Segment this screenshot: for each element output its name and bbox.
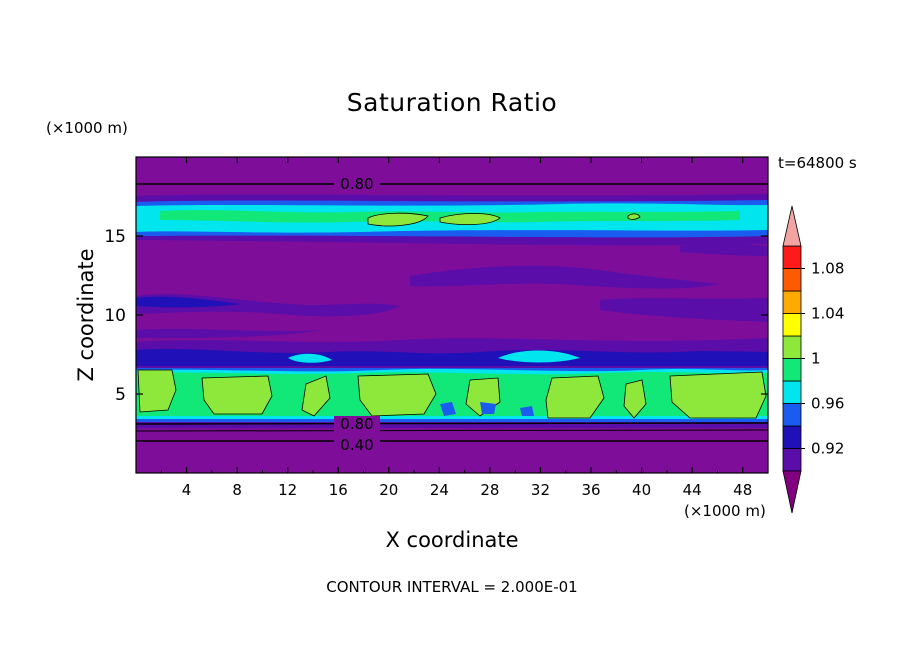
chart-title: Saturation Ratio <box>346 88 558 117</box>
colorbar-tick-label: 0.92 <box>811 440 844 458</box>
lime-patch <box>669 371 767 419</box>
x-axis-unit: (×1000 m) <box>684 502 766 520</box>
colorbar-box <box>782 268 802 292</box>
x-tick-label: 20 <box>379 481 398 499</box>
colorbar-tick-label: 1.04 <box>811 305 844 323</box>
x-tick-label: 24 <box>430 481 449 499</box>
lower-green-band <box>136 372 768 416</box>
upper-lime-patch <box>439 213 501 226</box>
contour-line-lower-3 <box>136 429 768 432</box>
lime-patch <box>545 375 605 419</box>
colorbar-box <box>782 313 802 337</box>
colorbar-box <box>782 380 802 404</box>
lime-patch <box>301 375 331 417</box>
streak <box>410 265 720 289</box>
x-tick-label: 16 <box>329 481 348 499</box>
contour-line-080-lower <box>136 422 768 425</box>
x-axis-label: X coordinate <box>385 528 519 552</box>
contour-label: 0.40 <box>340 436 373 454</box>
colorbar-tick-label: 1.08 <box>811 260 844 278</box>
colorbar-box <box>782 245 802 269</box>
y-ticks: 5 10 15 <box>104 227 768 405</box>
x-tick-label: 36 <box>581 481 600 499</box>
colorbar-max-triangle <box>782 205 802 247</box>
colorbar-box <box>782 290 802 314</box>
colorbar-tick-label: 0.96 <box>811 395 844 413</box>
colorbar-box <box>782 448 802 472</box>
x-tick-label: 4 <box>182 481 192 499</box>
x-tick-label: 44 <box>683 481 702 499</box>
upper-lime-patch <box>627 213 641 220</box>
blue-speckles <box>440 402 534 416</box>
y-tick-label: 15 <box>104 227 126 247</box>
lime-patch <box>201 375 273 415</box>
y-tick-label: 5 <box>115 385 126 405</box>
streak <box>680 243 768 256</box>
x-ticks: 4 8 12 16 20 24 28 32 36 40 44 48 <box>160 157 752 499</box>
mid-blue-band <box>136 349 768 366</box>
x-tick-label: 12 <box>278 481 297 499</box>
lime-patch <box>357 373 437 417</box>
colorbar-box <box>782 425 802 449</box>
colorbar: 0.92 0.96 1 1.04 1.08 <box>782 205 844 514</box>
contour-label: 0.80 <box>340 175 373 193</box>
streak <box>136 296 240 308</box>
colorbar-box <box>782 403 802 427</box>
contour-label-bg <box>334 436 380 452</box>
contour-interval-note: CONTOUR INTERVAL = 2.000E-01 <box>326 578 578 596</box>
lime-patch <box>137 369 177 413</box>
y-axis-unit: (×1000 m) <box>46 119 128 137</box>
plot-area <box>136 157 768 473</box>
contour-label-bg <box>334 416 380 432</box>
x-tick-label: 48 <box>733 481 752 499</box>
colorbar-box <box>782 335 802 359</box>
x-tick-label: 40 <box>632 481 651 499</box>
lower-dark-band <box>136 422 768 428</box>
streak <box>136 328 320 338</box>
contour-label-bg <box>334 175 380 193</box>
contour-label: 0.80 <box>340 415 373 433</box>
time-label: t=64800 s <box>778 154 857 172</box>
x-tick-label: 28 <box>480 481 499 499</box>
upper-lime-patch <box>367 212 429 227</box>
cyan-lens <box>498 350 580 363</box>
cyan-lens <box>288 353 332 363</box>
colorbar-tick-label: 1 <box>811 350 821 368</box>
y-tick-label: 10 <box>104 306 126 326</box>
streak <box>600 298 768 322</box>
colorbar-box <box>782 358 802 382</box>
lime-patch <box>623 379 647 419</box>
x-tick-label: 32 <box>531 481 550 499</box>
x-tick-label: 8 <box>232 481 242 499</box>
colorbar-min-triangle <box>782 470 802 514</box>
